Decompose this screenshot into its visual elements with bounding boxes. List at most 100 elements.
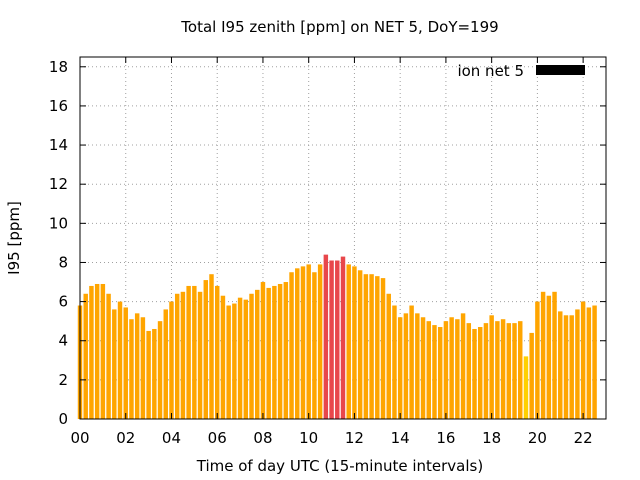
bar (500, 319, 506, 419)
bar (466, 323, 472, 419)
grid (80, 57, 606, 419)
bar (460, 313, 466, 419)
bar (352, 266, 357, 419)
bar (129, 319, 134, 419)
bar (506, 323, 512, 419)
bar (295, 268, 300, 419)
bar (483, 323, 489, 419)
bar (363, 274, 369, 419)
bar (512, 323, 517, 419)
bar (243, 299, 249, 419)
bar (426, 321, 431, 419)
bar (415, 313, 420, 419)
y-tick-label: 0 (58, 410, 68, 428)
x-tick-label: 08 (253, 429, 272, 447)
bar (134, 313, 140, 419)
x-tick-label: 00 (70, 429, 89, 447)
bar (409, 305, 414, 419)
bar (335, 260, 340, 419)
bar (432, 325, 437, 419)
bar (346, 264, 351, 419)
bar (375, 276, 380, 419)
bar (157, 321, 163, 419)
bar (575, 309, 580, 419)
bar (380, 278, 386, 419)
x-tick-label: 14 (391, 429, 410, 447)
y-tick-label: 10 (49, 214, 68, 232)
bar (146, 330, 151, 419)
legend-swatch (536, 65, 585, 75)
y-tick-label: 8 (58, 253, 68, 271)
bar (535, 301, 540, 419)
bar (495, 321, 500, 419)
bar (592, 305, 597, 419)
bar (117, 301, 123, 419)
bar (558, 311, 563, 419)
bar (266, 287, 271, 419)
bar (563, 315, 569, 419)
bar (540, 291, 546, 419)
bar (477, 327, 483, 419)
bar (283, 282, 289, 419)
bar (472, 328, 477, 419)
bar (220, 295, 226, 419)
x-tick-label: 16 (436, 429, 455, 447)
y-axis-label: I95 [ppm] (5, 201, 23, 275)
chart-title: Total I95 zenith [ppm] on NET 5, DoY=199 (180, 18, 498, 36)
x-tick-label: 04 (162, 429, 181, 447)
bar (523, 356, 529, 419)
bar (455, 319, 460, 419)
bar (289, 272, 294, 419)
bar (529, 332, 534, 419)
bar (112, 309, 117, 419)
x-tick-label: 18 (482, 429, 501, 447)
bar (272, 285, 277, 419)
bar (569, 315, 574, 419)
bar (237, 297, 243, 419)
bar (249, 293, 254, 419)
bar (312, 272, 317, 419)
x-tick-label: 20 (528, 429, 547, 447)
bar (100, 283, 106, 419)
bar (163, 309, 168, 419)
x-axis-label: Time of day UTC (15-minute intervals) (196, 457, 483, 475)
bar (277, 283, 283, 419)
bar (489, 315, 494, 419)
bar (437, 327, 443, 419)
legend: ion net 5 (457, 62, 585, 80)
bar (357, 270, 363, 419)
bar (180, 291, 186, 419)
y-tick-label: 18 (49, 58, 68, 76)
y-tick-label: 14 (49, 136, 68, 154)
y-tick-label: 12 (49, 175, 68, 193)
legend-label: ion net 5 (457, 62, 524, 80)
bar (329, 260, 334, 419)
bar (586, 307, 592, 419)
bar (192, 285, 197, 419)
bar (518, 321, 523, 419)
bar (169, 301, 174, 419)
bar (552, 291, 557, 419)
bar (255, 289, 260, 419)
bar (186, 285, 191, 419)
bar (317, 264, 323, 419)
y-tick-label: 2 (58, 371, 68, 389)
bar (209, 274, 214, 419)
bar (397, 317, 403, 419)
bar (443, 321, 449, 419)
bar (203, 280, 209, 419)
bar (340, 256, 346, 419)
bar (89, 285, 94, 419)
x-tick-label: 22 (574, 429, 593, 447)
bar (226, 305, 231, 419)
x-tick-label: 06 (208, 429, 227, 447)
bar (386, 293, 391, 419)
bar (123, 307, 128, 419)
x-tick-label: 02 (116, 429, 135, 447)
bar (392, 305, 397, 419)
y-tick-label: 16 (49, 97, 68, 115)
bar (232, 303, 237, 419)
bar (214, 285, 220, 419)
